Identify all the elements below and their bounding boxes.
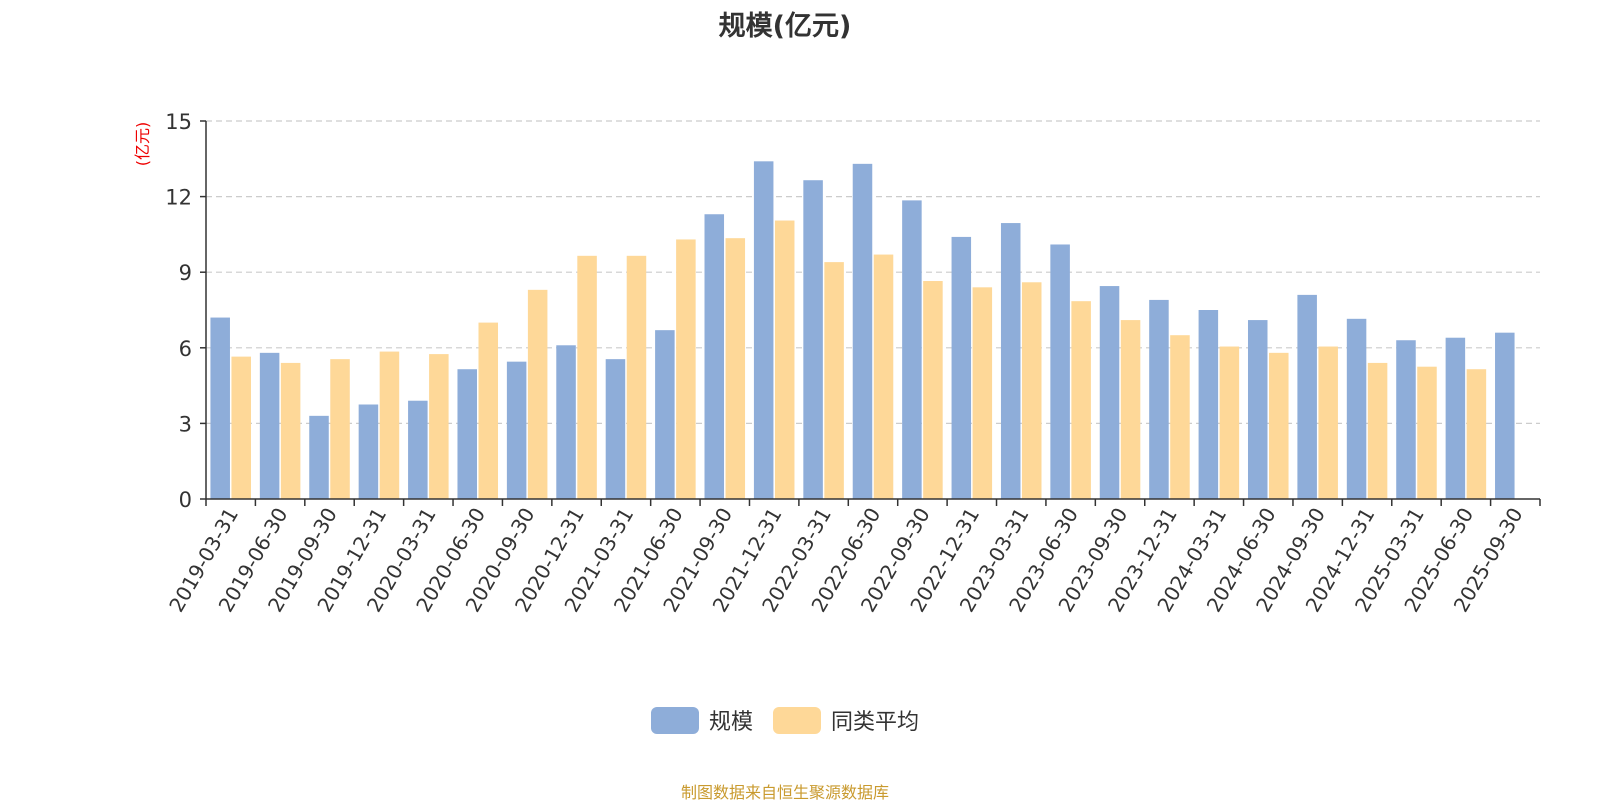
legend-swatch-scale bbox=[650, 706, 699, 734]
chart-title: 规模(亿元) bbox=[718, 11, 852, 42]
legend: 规模 同类平均 bbox=[0, 704, 1570, 736]
bar-peer-average bbox=[1120, 320, 1141, 499]
y-axis-label: (亿元) bbox=[133, 122, 152, 167]
legend-swatch-peer-average bbox=[773, 706, 821, 734]
bar-peer-average bbox=[873, 254, 894, 499]
bar-scale bbox=[902, 200, 922, 499]
source-note: 制图数据来自恒生聚源数据库 bbox=[680, 783, 889, 802]
y-tick-label: 6 bbox=[179, 337, 192, 361]
legend-item-peer-average[interactable]: 同类平均 bbox=[773, 704, 919, 736]
y-tick-label: 15 bbox=[165, 110, 192, 134]
bar-scale bbox=[605, 359, 626, 499]
bar-peer-average bbox=[824, 262, 844, 499]
bar-peer-average bbox=[429, 354, 449, 499]
bar-scale bbox=[951, 236, 972, 500]
bar-peer-average bbox=[1367, 362, 1388, 499]
bar-peer-average bbox=[527, 289, 548, 499]
bar-scale bbox=[408, 400, 428, 499]
bar-peer-average bbox=[478, 322, 499, 499]
legend-label-scale: 规模 bbox=[708, 710, 753, 735]
bar-scale bbox=[1198, 310, 1219, 499]
bar-peer-average bbox=[330, 359, 350, 499]
bar-scale bbox=[753, 161, 774, 499]
y-tick-label: 3 bbox=[179, 412, 192, 436]
bar-peer-average bbox=[972, 287, 993, 499]
bar-scale bbox=[506, 361, 527, 499]
legend-label-peer-average: 同类平均 bbox=[831, 710, 920, 735]
bar-peer-average bbox=[774, 220, 795, 500]
bar-scale bbox=[655, 330, 675, 499]
bar-scale bbox=[1346, 318, 1367, 499]
bar-scale bbox=[852, 163, 873, 499]
bar-peer-average bbox=[1318, 346, 1338, 499]
bar-peer-average bbox=[676, 239, 696, 499]
bar-peer-average bbox=[577, 255, 597, 499]
y-tick-label: 0 bbox=[179, 488, 192, 512]
bars bbox=[210, 161, 1515, 500]
bar-scale bbox=[1247, 320, 1268, 499]
bar-peer-average bbox=[280, 362, 301, 499]
grid-lines bbox=[206, 120, 1540, 424]
bar-scale bbox=[358, 404, 379, 499]
bar-scale bbox=[1445, 337, 1466, 499]
bar-scale bbox=[1000, 223, 1021, 499]
bar-scale bbox=[1149, 299, 1169, 499]
bar-scale bbox=[1099, 286, 1120, 499]
bar-peer-average bbox=[231, 356, 251, 499]
bar-scale bbox=[210, 317, 230, 499]
bar-scale bbox=[1396, 340, 1416, 499]
bar-scale bbox=[704, 214, 725, 500]
bar-peer-average bbox=[1417, 366, 1437, 499]
legend-item-scale[interactable]: 规模 bbox=[650, 704, 753, 736]
bar-scale bbox=[259, 352, 280, 499]
bar-peer-average bbox=[923, 281, 943, 499]
bar-peer-average bbox=[1021, 282, 1042, 499]
bar-peer-average bbox=[725, 238, 746, 499]
bar-peer-average bbox=[1170, 335, 1190, 499]
bar-scale bbox=[1495, 332, 1515, 499]
bar-peer-average bbox=[1466, 369, 1487, 499]
bar-scale bbox=[309, 415, 329, 499]
bar-scale bbox=[1050, 244, 1070, 499]
bar-peer-average bbox=[1071, 301, 1091, 499]
bar-scale bbox=[1297, 294, 1317, 499]
bar-scale bbox=[803, 180, 823, 499]
bar-scale bbox=[457, 369, 477, 499]
bar-peer-average bbox=[1219, 346, 1240, 499]
y-tick-label: 9 bbox=[179, 261, 192, 285]
y-tick-label: 12 bbox=[165, 186, 192, 210]
bar-peer-average bbox=[626, 255, 647, 499]
bar-peer-average bbox=[1269, 352, 1289, 499]
bar-peer-average bbox=[379, 351, 400, 499]
bar-scale bbox=[556, 345, 576, 499]
